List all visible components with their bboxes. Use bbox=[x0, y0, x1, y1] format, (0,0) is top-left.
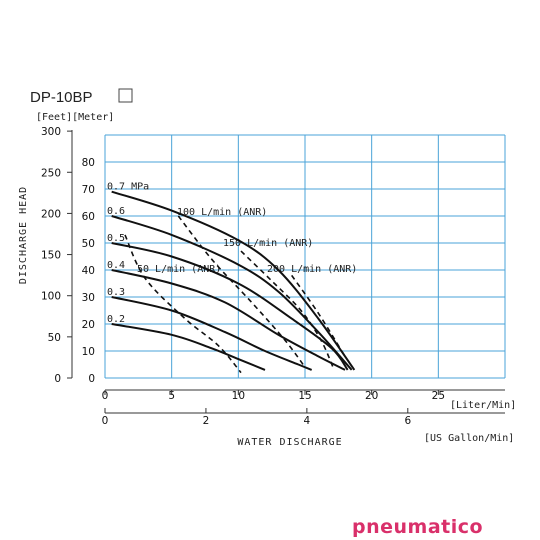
pressure-curve-label: 0.3 bbox=[107, 287, 125, 298]
x-tick-lpm: 10 bbox=[232, 390, 245, 402]
y-tick-meter: 20 bbox=[82, 319, 95, 331]
y-tick-meter: 80 bbox=[82, 157, 95, 169]
y-tick-meter: 50 bbox=[82, 238, 95, 250]
x-tick-gpm: 4 bbox=[304, 415, 311, 427]
air-curve bbox=[177, 215, 306, 368]
pressure-curve-label: 0.5 bbox=[107, 233, 125, 244]
pressure-curve bbox=[111, 269, 346, 371]
pressure-curves: 0.7 MPa 0.6 0.5 0.4 0.3 0.2 bbox=[107, 182, 356, 371]
y-tick-feet: 150 bbox=[41, 250, 61, 262]
x-tick-lpm: 5 bbox=[168, 390, 175, 402]
y-tick-meter: 30 bbox=[82, 292, 95, 304]
pressure-curve bbox=[111, 296, 313, 371]
x-tick-gpm: 6 bbox=[404, 415, 411, 427]
chart-title: DP-10BP bbox=[30, 89, 93, 106]
pressure-curve bbox=[111, 323, 266, 371]
air-curve-label: 200 L/min (ANR) bbox=[267, 264, 357, 275]
y-tick-feet: 100 bbox=[41, 291, 61, 303]
pressure-curve-label: 0.2 bbox=[107, 314, 125, 325]
y-tick-feet: 0 bbox=[54, 373, 61, 385]
y-tick-feet: 200 bbox=[41, 208, 61, 220]
x-unit-secondary: [US Gallon/Min] bbox=[424, 433, 514, 444]
x-tick-gpm: 0 bbox=[102, 415, 109, 427]
y-axis-label: DISCHARGE HEAD bbox=[18, 186, 29, 284]
y-tick-feet: 250 bbox=[41, 167, 61, 179]
x-unit-primary: [Liter/Min] bbox=[450, 400, 516, 411]
air-curve bbox=[124, 234, 242, 374]
y-tick-feet: 300 bbox=[41, 126, 61, 138]
air-curve-label: 100 L/min (ANR) bbox=[177, 207, 267, 218]
x-tick-lpm: 20 bbox=[365, 390, 378, 402]
pressure-curve bbox=[111, 215, 353, 371]
unit-header: [Feet][Meter] bbox=[36, 112, 114, 123]
x-tick-gpm: 2 bbox=[203, 415, 210, 427]
air-curve-label: 150 L/min (ANR) bbox=[223, 238, 313, 249]
pressure-curve-label: 0.4 bbox=[107, 260, 125, 271]
y-tick-meter: 60 bbox=[82, 211, 95, 223]
x-tick-lpm: 15 bbox=[298, 390, 311, 402]
pressure-curve-label: 0.7 MPa bbox=[107, 182, 149, 193]
pressure-curve bbox=[111, 190, 356, 371]
air-curve bbox=[240, 250, 334, 368]
empty-square-icon bbox=[118, 88, 133, 103]
y-tick-meter: 0 bbox=[88, 373, 95, 385]
x-axis-label: WATER DISCHARGE bbox=[237, 437, 342, 448]
y-tick-meter: 70 bbox=[82, 184, 95, 196]
y-tick-feet: 50 bbox=[48, 332, 61, 344]
brand-logo: pneumatico bbox=[352, 516, 483, 538]
y-tick-meter: 40 bbox=[82, 265, 95, 277]
y-tick-meter: 10 bbox=[82, 346, 95, 358]
x-tick-lpm: 25 bbox=[432, 390, 445, 402]
pressure-curve bbox=[111, 242, 349, 371]
air-curve-label: 50 L/min (ANR) bbox=[137, 264, 221, 275]
x-tick-lpm: 0 bbox=[102, 390, 109, 402]
grid bbox=[71, 130, 506, 414]
pressure-curve-label: 0.6 bbox=[107, 206, 125, 217]
air-consumption-curves: 50 L/min (ANR) 100 L/min (ANR) 150 L/min (… bbox=[124, 207, 357, 374]
